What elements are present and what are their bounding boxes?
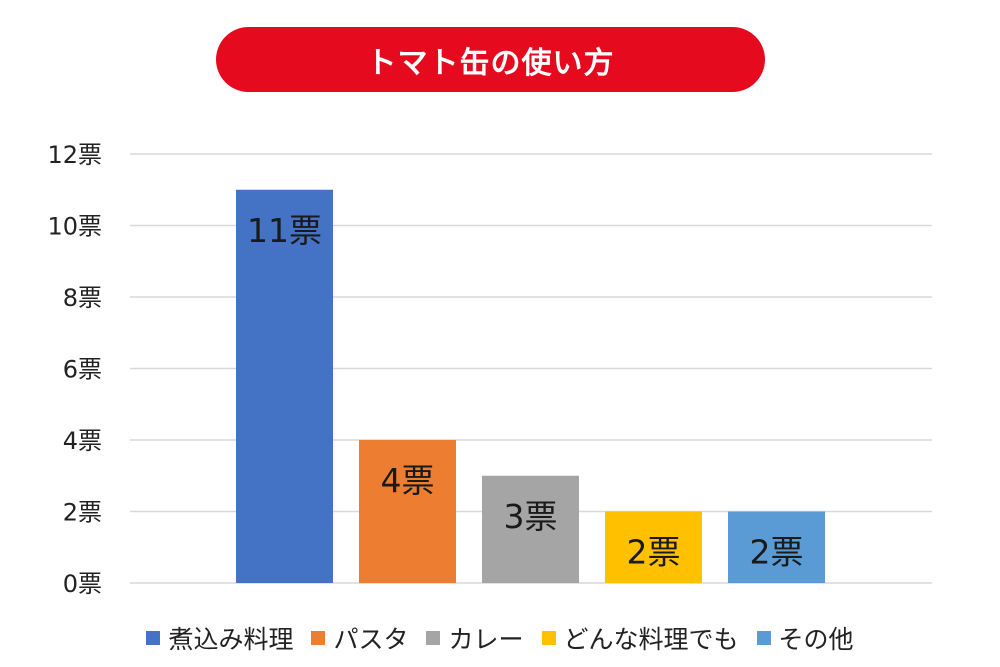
legend-swatch [756,631,771,645]
bar-data-label: 2票 [627,533,681,572]
bar [236,189,333,583]
legend-swatch [146,631,161,645]
y-tick-label: 2票 [63,499,102,527]
legend-label: どんな料理でも [563,625,739,654]
bars [236,189,825,583]
legend-item: どんな料理でも [541,620,739,656]
legend-swatch [311,631,326,645]
legend: 煮込み料理 パスタ カレー どんな料理でも その他 [0,618,1000,658]
y-tick-label: 6票 [63,356,102,384]
bar-data-label: 3票 [504,497,558,536]
bar [728,511,825,583]
chart-title-banner: トマト缶の使い方 [216,27,765,92]
legend-item: その他 [756,620,854,656]
bar-data-label: 4票 [381,461,435,500]
legend-item: パスタ [311,620,408,656]
chart-title: トマト缶の使い方 [366,45,615,81]
bar-data-label: 2票 [750,533,804,572]
bar-data-label: 11票 [247,211,322,250]
y-tick-label: 4票 [63,427,102,455]
data-labels: 11票 4票 3票 2票 2票 [247,211,804,572]
bar [359,440,456,583]
y-tick-label: 8票 [63,284,102,312]
bar [482,475,579,583]
legend-swatch [541,631,556,645]
legend-item: 煮込み料理 [146,620,293,656]
legend-label: カレー [448,625,524,654]
legend-swatch [426,631,441,645]
legend-item: カレー [426,620,524,656]
bar [605,511,702,583]
y-tick-label: 10票 [47,213,102,241]
legend-label: 煮込み料理 [168,625,294,654]
legend-label: パスタ [333,625,409,654]
legend-label: その他 [778,625,854,654]
y-axis-tick-labels: 0票 2票 4票 6票 8票 10票 12票 [47,141,102,598]
y-tick-label: 12票 [47,141,102,169]
y-tick-label: 0票 [63,570,102,598]
